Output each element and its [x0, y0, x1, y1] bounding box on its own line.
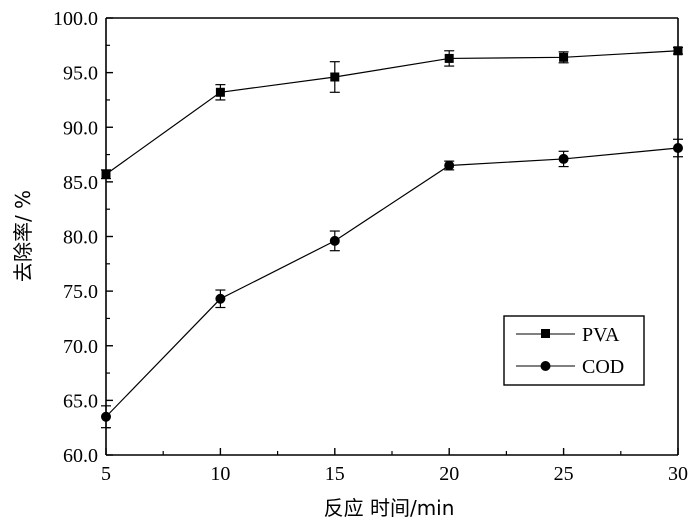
point-cod-2: [329, 235, 340, 246]
legend-marker-pva: [541, 329, 550, 338]
series-layer: [101, 46, 683, 429]
legend-label-pva: PVA: [582, 324, 620, 346]
y-tick-label-3: 75.0: [63, 281, 98, 303]
y-axis-title: 去除率/ %: [11, 190, 35, 282]
y-tick-label-8: 100.0: [53, 8, 98, 30]
series-cod: [101, 138, 683, 429]
y-tick-label-1: 65.0: [63, 390, 98, 412]
series-pva: [101, 46, 683, 180]
point-pva-5: [673, 46, 683, 56]
x-tick-label-2: 15: [325, 463, 345, 485]
point-cod-4: [558, 153, 569, 164]
y-tick-label-4: 80.0: [63, 227, 98, 249]
y-tick-label-0: 60.0: [63, 445, 98, 467]
ticks: 5 10 15 20 25 30 60.0 65.0 70.0 75.0 80.0 85.0 90.0 9…: [53, 8, 688, 485]
point-cod-0: [101, 411, 111, 422]
legend-box: [503, 315, 645, 386]
x-axis-title: 反应 时间/min: [324, 496, 455, 520]
point-pva-3: [444, 53, 454, 63]
x-tick-label-0: 5: [101, 463, 111, 485]
series-line-cod: [105, 147, 679, 418]
point-cod-3: [444, 160, 455, 171]
x-tick-label-1: 10: [210, 463, 230, 485]
y-tick-label-2: 70.0: [63, 336, 98, 358]
point-pva-2: [330, 72, 340, 82]
point-pva-1: [215, 87, 225, 97]
point-pva-0: [101, 169, 111, 179]
axes: [105, 17, 679, 456]
point-pva-4: [559, 52, 569, 62]
legend: PVA COD: [503, 315, 645, 386]
x-tick-label-3: 20: [439, 463, 459, 485]
y-tick-label-6: 90.0: [63, 117, 98, 139]
y-tick-label-7: 95.0: [63, 63, 98, 85]
legend-marker-cod: [540, 361, 551, 371]
legend-label-cod: COD: [582, 356, 624, 378]
x-tick-label-4: 25: [554, 463, 574, 485]
point-cod-5: [673, 143, 683, 154]
x-tick-label-5: 30: [668, 463, 688, 485]
point-cod-1: [215, 293, 226, 304]
series-line-pva: [105, 50, 679, 175]
y-tick-label-5: 85.0: [63, 172, 98, 194]
